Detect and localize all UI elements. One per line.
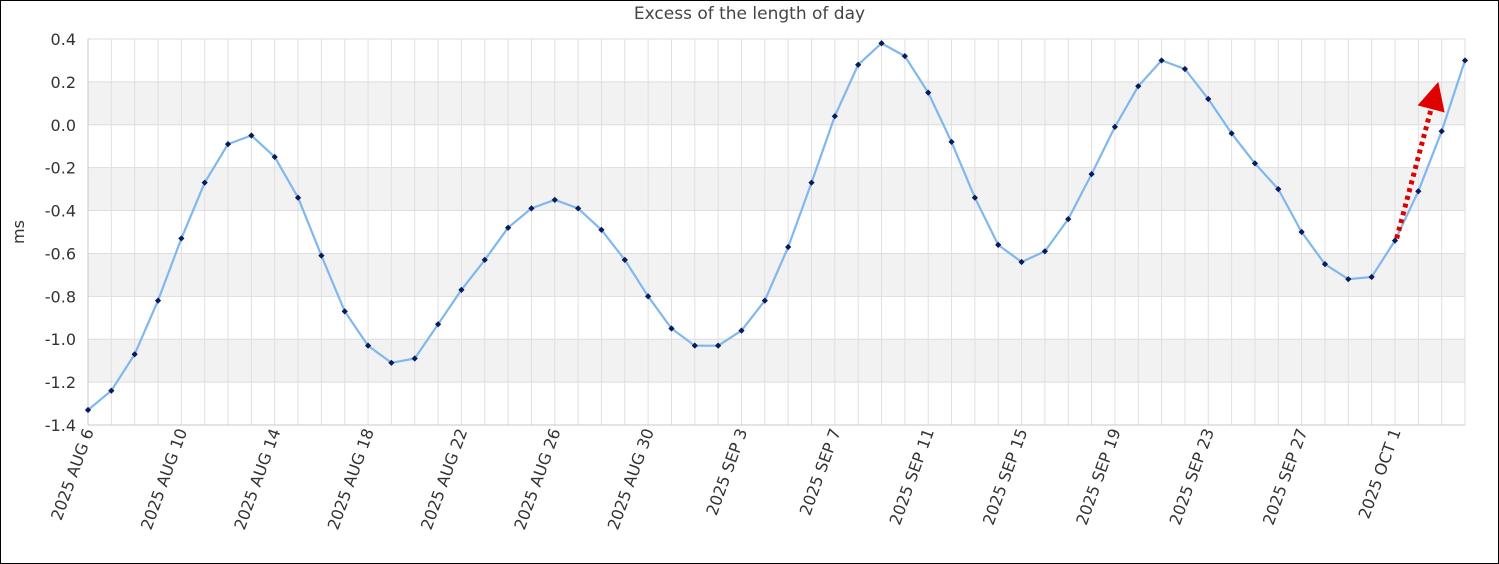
data-point <box>1298 228 1305 236</box>
x-tick-label: 2025 AUG 22 <box>417 426 471 532</box>
axes <box>87 39 1466 426</box>
x-tick-label: 2025 AUG 10 <box>137 426 191 532</box>
x-tick-label: 2025 SEP 23 <box>1166 426 1218 528</box>
y-tick-label: 0.0 <box>51 116 76 135</box>
data-point <box>364 342 372 349</box>
x-tick-label: 2025 AUG 30 <box>604 426 658 532</box>
data-point <box>1135 83 1142 90</box>
data-point <box>715 342 722 349</box>
data-point <box>925 89 932 96</box>
x-tick-label: 2025 SEP 15 <box>979 426 1031 528</box>
y-tick-label: -1.2 <box>45 373 76 392</box>
data-point <box>785 243 792 251</box>
data-point <box>1018 258 1025 266</box>
x-tick-label: 2025 AUG 14 <box>230 426 284 532</box>
background-bands <box>88 81 1465 383</box>
x-tick-label: 2025 SEP 7 <box>796 426 845 518</box>
y-tick-label: -0.8 <box>45 287 76 306</box>
y-tick-label: -0.2 <box>45 159 76 178</box>
x-tick-labels: 2025 AUG 6 2025 AUG 10 2025 AUG 14 2025 AUG… <box>47 426 1405 532</box>
x-tick-label: 2025 SEP 27 <box>1259 426 1311 528</box>
data-point <box>1158 57 1165 64</box>
y-tick-label: -1.0 <box>45 330 76 349</box>
background-band <box>88 167 1465 211</box>
x-tick-label: 2025 OCT 1 <box>1355 426 1405 521</box>
data-point <box>1041 248 1049 255</box>
data-point <box>1228 130 1235 137</box>
data-point <box>738 327 745 334</box>
data-point <box>901 53 908 60</box>
y-tick-label: -0.4 <box>45 202 76 221</box>
x-tick-label: 2025 AUG 26 <box>510 426 564 532</box>
data-point <box>201 179 208 186</box>
y-tick-labels: 0.4 0.2 0.0 -0.2 -0.4 -0.6 -0.8 -1.0 -1.2 -1.4 <box>45 30 76 435</box>
x-tick-label: 2025 AUG 18 <box>324 426 378 532</box>
data-point <box>1415 188 1422 195</box>
annotation-group <box>1394 81 1445 240</box>
data-point <box>1065 216 1072 223</box>
data-point <box>691 342 698 349</box>
y-tick-label: -1.4 <box>45 416 76 435</box>
y-tick-label: 0.2 <box>51 73 76 92</box>
y-tick-label: 0.4 <box>51 30 76 49</box>
data-point <box>1181 65 1189 73</box>
annotation-arrow-shaft <box>1394 108 1434 240</box>
data-point <box>481 256 488 263</box>
data-point <box>1438 128 1445 135</box>
data-point <box>178 235 185 242</box>
data-point <box>341 308 348 315</box>
x-tick-label: 2025 SEP 19 <box>1072 426 1124 528</box>
data-point <box>1251 160 1259 167</box>
data-point <box>458 286 465 294</box>
data-point <box>248 132 255 139</box>
x-tick-label: 2025 AUG 6 <box>47 426 98 523</box>
data-point <box>1111 123 1119 131</box>
data-point <box>1391 237 1399 244</box>
series-line <box>87 42 1467 411</box>
data-point <box>1088 170 1095 178</box>
x-tick-label: 2025 SEP 3 <box>702 426 751 518</box>
data-point <box>1275 185 1282 193</box>
x-tick-label: 2025 SEP 11 <box>886 426 938 528</box>
y-tick-label: -0.6 <box>45 244 76 263</box>
annotation-arrow-head <box>1417 81 1445 113</box>
data-point <box>154 297 162 304</box>
y-axis-label: ms <box>9 220 28 244</box>
background-band <box>88 81 1465 125</box>
data-point <box>411 355 418 362</box>
data-point <box>434 321 442 328</box>
data-point <box>1461 57 1469 64</box>
chart-title: Excess of the length of day <box>633 4 866 24</box>
data-point <box>1205 95 1212 103</box>
data-point <box>388 359 395 366</box>
background-band <box>88 339 1465 383</box>
